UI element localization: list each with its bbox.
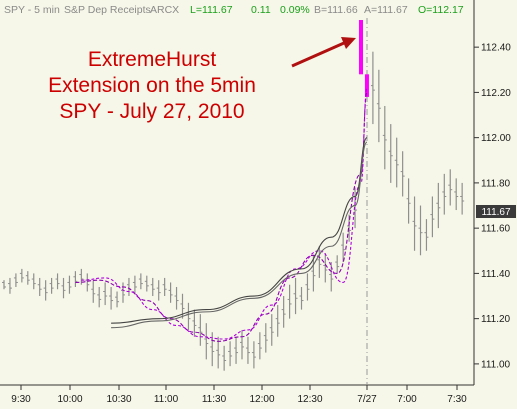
x-tick-label: 7/27	[357, 394, 377, 405]
annotation-line-2: Extension on the 5min	[48, 74, 256, 97]
x-tick-label: 11:00	[154, 394, 179, 405]
header-description: S&P Dep Receipts	[64, 4, 151, 16]
y-tick-label: 111.00	[481, 359, 511, 370]
last-price-label: 111.67	[481, 207, 511, 218]
header-ask: A=111.67	[364, 4, 408, 16]
header-last: L=111.67	[190, 4, 233, 16]
annotation-text: ExtremeHurst Extension on the 5min SPY -…	[48, 48, 256, 123]
header-open: O=112.17	[418, 4, 464, 16]
x-tick-label: 10:00	[57, 394, 82, 405]
x-tick-label: 7:00	[397, 394, 417, 405]
y-tick-label: 111.20	[481, 314, 511, 325]
quote-header: SPY - 5 min S&P Dep Receipts ARCX L=111.…	[4, 4, 464, 16]
header-change-pct: 0.09%	[280, 4, 310, 16]
x-tick-label: 12:00	[249, 394, 274, 405]
y-axis: 112.40 112.20 112.00 111.80 111.60 111.40 111.…	[474, 43, 511, 370]
price-bars	[2, 20, 465, 371]
cycle-curve	[75, 91, 368, 342]
y-tick-label: 111.40	[481, 269, 511, 280]
y-tick-label: 111.80	[481, 178, 511, 189]
annotation-line-1: ExtremeHurst	[88, 48, 217, 71]
header-exchange: ARCX	[150, 4, 179, 16]
trend-curve	[111, 137, 368, 324]
trend-curve	[111, 141, 368, 329]
y-tick-label: 111.60	[481, 224, 511, 235]
header-bid: B=111.66	[314, 4, 358, 16]
y-tick-label: 112.20	[481, 88, 511, 99]
annotation-arrow	[291, 37, 356, 68]
x-tick-label: 7:30	[447, 394, 467, 405]
header-change: 0.11	[251, 4, 271, 16]
y-tick-label: 112.40	[481, 43, 511, 54]
x-tick-label: 11:30	[202, 394, 227, 405]
x-tick-label: 12:30	[297, 394, 322, 405]
x-tick-label: 9:30	[11, 394, 31, 405]
header-symbol: SPY - 5 min	[4, 4, 60, 16]
annotation-line-3: SPY - July 27, 2010	[59, 100, 244, 123]
cycle-curve	[81, 87, 368, 340]
x-axis: 9:30 10:00 10:30 11:00 11:30 12:00 12:30 7/27 7:…	[11, 385, 467, 405]
indicator-curves	[75, 87, 368, 342]
x-tick-label: 10:30	[106, 394, 131, 405]
last-price-tag: 111.67	[476, 205, 516, 218]
y-tick-label: 112.00	[481, 133, 511, 144]
